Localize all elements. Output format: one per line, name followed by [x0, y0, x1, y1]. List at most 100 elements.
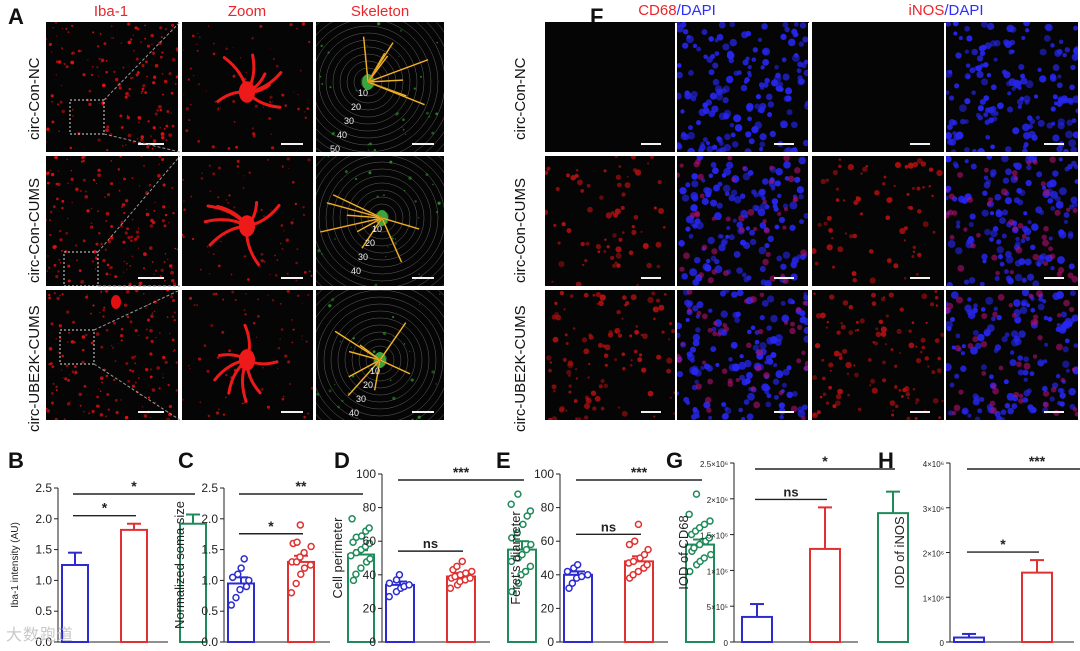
- f-image-r2-c4: [946, 156, 1078, 286]
- data-point-E-1: [565, 584, 573, 592]
- data-point-D-3: [527, 540, 535, 549]
- inos-label: iNOS: [908, 2, 945, 19]
- data-point-E-1: [568, 579, 577, 587]
- scale-bar: [910, 277, 930, 279]
- watermark-text: 大数跑道: [6, 627, 75, 644]
- data-point-C-1: [236, 585, 244, 594]
- y-axis-label: Iba-1 intensity (AU): [10, 522, 21, 608]
- y-tick-label: 1.0: [35, 573, 52, 587]
- scale-bar: [281, 277, 303, 279]
- data-point-E-2: [634, 520, 643, 529]
- data-point-E-3: [690, 544, 698, 552]
- sig-label-H-1: *: [1000, 536, 1006, 552]
- data-point-D-2: [446, 584, 455, 592]
- data-point-E-1: [577, 572, 586, 581]
- data-point-D-3: [514, 579, 523, 587]
- data-point-C-2: [307, 542, 315, 551]
- iba1-image-r3-c1: [46, 290, 178, 420]
- panel-label-c: C: [178, 448, 194, 473]
- bar-H-2: [1021, 571, 1053, 644]
- data-point-E-2: [634, 567, 643, 576]
- data-point-D-3: [508, 534, 516, 542]
- sig-label-B-1: *: [102, 500, 108, 516]
- panel-label-b: B: [8, 448, 24, 473]
- column-header-iba1: Iba-1: [93, 3, 129, 20]
- y-tick-label: 100: [534, 467, 554, 481]
- panel-label-g: G: [666, 448, 684, 473]
- bar-B-2: [120, 528, 148, 643]
- slash-2: /: [944, 2, 949, 19]
- data-point-D-2: [461, 569, 470, 577]
- data-point-D-3: [507, 557, 516, 566]
- y-tick-label: 2.5: [35, 481, 52, 495]
- y-axis-label: Normalized soma size: [172, 501, 187, 629]
- data-point-D-1: [405, 581, 413, 589]
- y-tick-label: 100: [356, 467, 376, 481]
- data-point-E-3: [685, 567, 694, 576]
- y-tick-label: 0: [724, 639, 729, 648]
- data-point-E-3: [695, 540, 704, 549]
- f-image-r2-c2: [677, 156, 808, 286]
- data-point-C-2: [296, 553, 304, 561]
- data-point-D-3: [514, 490, 522, 498]
- skeleton-ring-label-r2-1: 10: [372, 224, 382, 234]
- data-point-C-2: [300, 564, 309, 572]
- data-point-E-2: [643, 560, 651, 569]
- f-image-r1-c1: [545, 22, 675, 152]
- iba1-image-r3-c3: 10 20 30 40: [316, 290, 444, 420]
- scale-bar: [138, 411, 164, 413]
- bar-H-1: [953, 636, 985, 644]
- data-point-C-1: [234, 570, 242, 578]
- data-point-C-3: [349, 538, 357, 546]
- data-point-E-3: [692, 490, 701, 498]
- scale-bar: [1044, 277, 1064, 279]
- iba1-image-r2-c3: 10 20 30 40: [316, 156, 444, 286]
- y-tick-label: 1.0: [201, 573, 218, 587]
- y-axis-label: IOD of iNOS: [892, 516, 907, 589]
- data-point-E-2: [640, 550, 649, 559]
- chart-B: 0.0 0.5 1.0 1.5 2.0 2.5 Iba-1 intensity (AU) * *: [10, 478, 207, 649]
- sig-label-H-2: ***: [1029, 453, 1046, 469]
- y-tick-label: 3×10⁶: [923, 505, 944, 514]
- data-point-D-1: [385, 592, 393, 601]
- y-tick-label: 2.5: [201, 481, 218, 495]
- f-image-r1-c4: [946, 22, 1078, 152]
- data-point-C-1: [240, 555, 248, 563]
- scale-bar: [910, 411, 930, 413]
- y-tick-label: 0.0: [201, 635, 218, 649]
- y-tick-label: 60: [363, 534, 377, 548]
- sig-label-E-1: ns: [601, 519, 616, 534]
- sig-label-E-2: ***: [631, 464, 648, 480]
- bar-G-2: [809, 547, 841, 643]
- chart-G: 0 5×10⁵ 1×10⁶ 1.5×10⁶ 2×10⁶ 2.5×10⁶ IOD of CD6…: [676, 453, 909, 648]
- sig-label-D-1: ns: [423, 536, 438, 551]
- scale-bar: [412, 277, 434, 279]
- y-tick-label: 20: [541, 601, 555, 615]
- y-tick-label: 2.0: [35, 512, 52, 526]
- data-point-D-1: [385, 579, 394, 587]
- f-image-r3-c2: [677, 290, 808, 420]
- data-point-C-1: [245, 576, 253, 585]
- y-tick-label: 1×10⁶: [707, 567, 728, 576]
- sig-label-C-2: **: [296, 478, 307, 494]
- iba1-image-r1-c3: 10 20 30 40 50: [316, 22, 444, 152]
- y-tick-label: 0: [369, 635, 376, 649]
- f-image-r1-c2: [677, 22, 808, 152]
- data-point-C-1: [227, 601, 236, 609]
- y-tick-label: 0.0: [35, 635, 52, 649]
- data-point-E-3: [700, 554, 708, 562]
- data-point-E-1: [563, 567, 572, 576]
- f-image-r1-c3: [812, 22, 944, 152]
- scale-bar: [910, 143, 930, 145]
- data-point-D-3: [513, 529, 521, 537]
- data-point-C-3: [357, 532, 366, 540]
- panel-label-a: A: [8, 4, 24, 29]
- y-tick-label: 1×10⁶: [923, 594, 944, 603]
- skeleton-ring-label-r1-5: 50: [330, 144, 340, 152]
- skeleton-ring-label-r1-3: 30: [344, 116, 354, 126]
- data-point-D-2: [468, 567, 476, 576]
